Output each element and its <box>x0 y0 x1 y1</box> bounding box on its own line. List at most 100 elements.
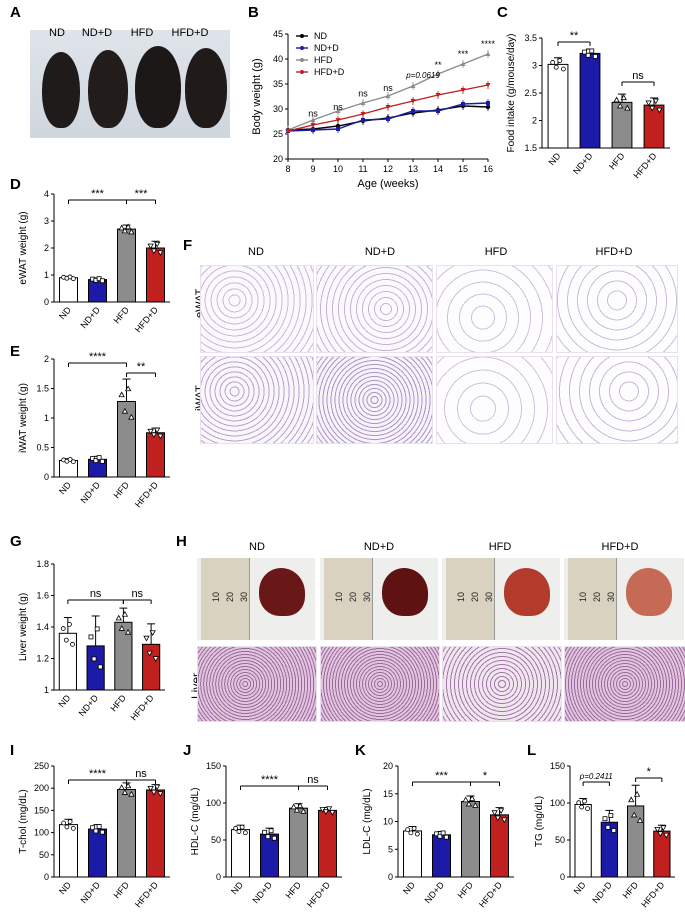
data-point-hfd <box>435 71 441 76</box>
data-point <box>582 49 588 55</box>
data-point <box>67 621 72 627</box>
y-tick-label: 150 <box>550 761 565 771</box>
panel-letter-c: C <box>497 4 508 21</box>
data-point <box>93 828 99 834</box>
data-point <box>437 833 443 839</box>
y-tick-label: 20 <box>383 761 393 771</box>
hdl-c-chart: 0 50 100 150 HDL-C (mg/dL) ND ND+D HFD HFD+D ****… <box>190 761 342 909</box>
data-point <box>585 806 590 812</box>
y-tick-label: 50 <box>555 835 565 845</box>
data-point <box>150 248 158 255</box>
y-tick-label: 1.5 <box>524 143 537 153</box>
legend-label-hfd-plus-d: HFD+D <box>314 67 345 77</box>
data-point-hfd <box>360 100 366 105</box>
y-tick-label: 2 <box>44 243 49 253</box>
liver-label-hfd: HFD <box>488 541 512 553</box>
histology-ewat-hfd <box>436 265 553 353</box>
x-tick-label: ND <box>401 879 417 896</box>
data-point-hfd-plus-d <box>310 123 316 128</box>
x-tick-label: ND+D <box>78 304 102 330</box>
data-point <box>97 664 103 670</box>
legend-label-hfd: HFD <box>314 55 333 65</box>
x-tick-label: 11 <box>358 164 367 174</box>
y-axis-label: Body weight (g) <box>251 58 263 134</box>
panel-letter-i: I <box>10 742 15 759</box>
data-point <box>150 432 158 439</box>
y-tick-label: 3 <box>44 216 49 226</box>
ruler-mark: 20 <box>225 591 236 603</box>
data-point-hfd <box>410 83 416 88</box>
bar-nd-plus-d <box>88 828 107 878</box>
data-point-hfd-plus-d <box>360 112 366 117</box>
panel-letter-e: E <box>10 343 21 360</box>
photo-label-nd: ND <box>49 27 65 39</box>
data-point <box>434 831 440 837</box>
data-point <box>70 825 76 831</box>
significance-label: ns <box>358 89 368 99</box>
data-point-nd-plus-d <box>436 109 440 113</box>
data-point <box>64 824 70 830</box>
data-point <box>115 614 122 621</box>
data-point <box>491 810 498 816</box>
y-tick-label: 3 <box>532 61 537 71</box>
data-point <box>124 782 132 789</box>
y-tick-label: 1 <box>44 685 49 695</box>
data-point <box>99 278 105 284</box>
significance-label: * <box>647 766 652 778</box>
panel-letter-k: K <box>355 742 366 759</box>
panel-letter-g: G <box>10 533 22 550</box>
ruler: 10 20 30 <box>201 558 250 640</box>
y-tick-label: 200 <box>34 783 49 793</box>
ruler-mark: 10 <box>211 591 222 603</box>
histology-iwat-hfd <box>436 356 553 444</box>
data-point <box>557 58 563 64</box>
data-point <box>150 789 158 796</box>
y-tick-label: 1.8 <box>36 559 49 569</box>
significance-label: ** <box>434 60 442 70</box>
ruler-mark: 30 <box>239 591 250 603</box>
x-tick-label: HFD <box>111 879 131 900</box>
data-point-hfd <box>335 108 341 113</box>
data-point <box>90 825 96 831</box>
data-point <box>300 807 307 814</box>
y-axis-label: eWAT weight (g) <box>18 211 29 284</box>
legend-label-nd-plus-d: ND+D <box>314 43 339 53</box>
data-point <box>128 228 135 235</box>
data-point <box>63 637 69 643</box>
x-tick-label: ND <box>57 304 73 321</box>
significance-label: **** <box>89 351 107 363</box>
liver-photo-hfd-plus-d: 10 20 30 <box>564 558 684 640</box>
x-tick-label: HFD+D <box>129 692 156 722</box>
data-point <box>465 800 473 807</box>
panel-letter-h: H <box>176 533 187 550</box>
y-tick-label: 20 <box>273 154 283 164</box>
legend-label-nd: ND <box>314 31 327 41</box>
data-point <box>440 830 446 836</box>
histology-iwat-nd-d <box>316 356 433 444</box>
y-tick-label: 4 <box>44 189 49 199</box>
bar-nd-plus-d <box>86 645 105 691</box>
significance-label: ns <box>131 588 143 600</box>
bar-hfd-plus-d <box>653 830 671 878</box>
data-point-nd-plus-d <box>361 118 365 122</box>
data-point <box>233 825 239 831</box>
data-point-nd-plus-d <box>461 102 465 106</box>
x-tick-label: 12 <box>383 164 393 174</box>
data-point <box>153 784 161 791</box>
legend-marker-nd <box>300 34 304 38</box>
y-tick-label: 40 <box>273 54 283 64</box>
histo-label-nd: ND <box>248 246 264 258</box>
y-axis-label: Food intake (g/mouse/day) <box>506 34 517 153</box>
liver-organ <box>259 568 305 616</box>
y-axis-label: HDL-C (mg/dL) <box>190 788 201 856</box>
y-tick-label: 1.2 <box>36 654 49 664</box>
liver-label-nd-d: ND+D <box>363 541 395 553</box>
x-tick-label: HFD <box>111 304 131 325</box>
bar-hfd <box>289 807 308 878</box>
ruler: 10 20 30 <box>568 558 617 640</box>
data-point <box>91 656 97 662</box>
data-point <box>70 276 76 282</box>
data-point <box>608 813 614 818</box>
significance-label: ns <box>90 588 102 600</box>
data-point <box>582 798 587 804</box>
